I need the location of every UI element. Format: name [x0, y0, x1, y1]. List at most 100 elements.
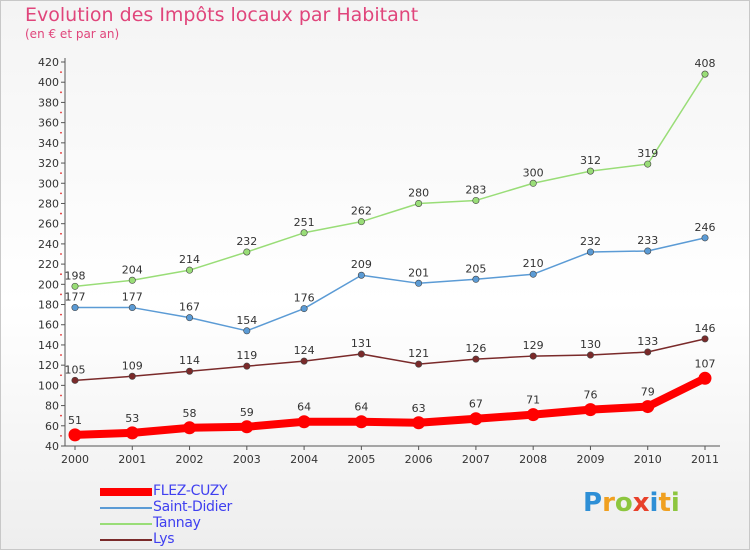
y-tick-label: 280: [38, 197, 59, 210]
data-point: [644, 247, 652, 255]
data-point: [243, 248, 251, 256]
y-tick-label: 400: [38, 76, 59, 89]
x-tick-label: 2007: [462, 453, 490, 466]
legend-swatch: [100, 507, 152, 509]
y-tick-label: 40: [45, 440, 59, 453]
series-line: [74, 338, 706, 382]
proxiti-logo: Proxiti: [583, 488, 680, 518]
data-point: [415, 360, 423, 368]
data-point: [357, 218, 365, 226]
data-point: [186, 314, 194, 322]
data-point: [701, 70, 709, 78]
data-label: 233: [637, 234, 658, 247]
data-point: [357, 271, 365, 279]
y-minor-tick: [60, 293, 62, 296]
y-tick-label: 100: [38, 379, 59, 392]
x-tick-label: 2008: [519, 453, 547, 466]
y-minor-tick: [60, 434, 62, 437]
data-point: [71, 376, 79, 384]
x-tick-label: 2001: [118, 453, 146, 466]
data-point: [586, 248, 594, 256]
data-label: 408: [695, 57, 716, 70]
data-label: 154: [236, 314, 257, 327]
data-label: 280: [408, 186, 429, 199]
legend-label: Lys: [153, 531, 175, 547]
x-tick-label: 2002: [176, 453, 204, 466]
y-minor-tick: [60, 172, 62, 175]
data-point: [529, 270, 537, 278]
data-label: 76: [583, 389, 597, 402]
data-label: 209: [351, 258, 372, 271]
data-label: 133: [637, 335, 658, 348]
data-point: [68, 428, 82, 442]
chart-title: Evolution des Impôts locaux par Habitant: [25, 4, 419, 26]
data-label: 51: [68, 414, 82, 427]
y-tick-label: 200: [38, 278, 59, 291]
data-point: [586, 351, 594, 359]
data-label: 109: [122, 359, 143, 372]
y-tick-label: 180: [38, 299, 59, 312]
legend-item: FLEZ-CUZY: [100, 483, 320, 500]
data-point: [529, 352, 537, 360]
data-label: 146: [695, 322, 716, 335]
y-minor-tick: [60, 394, 62, 397]
data-label: 312: [580, 154, 601, 167]
y-minor-tick: [60, 253, 62, 255]
legend-item: Lys: [100, 531, 320, 548]
data-point: [529, 179, 537, 187]
series-line: [74, 73, 706, 288]
data-point: [472, 275, 480, 283]
logo-letter: i: [649, 488, 659, 518]
data-point: [412, 416, 426, 430]
data-point: [125, 426, 139, 440]
data-label: 79: [641, 386, 655, 399]
data-point: [71, 304, 79, 312]
x-tick-label: 2003: [233, 453, 261, 466]
data-label: 246: [695, 221, 716, 234]
x-tick-label: 2010: [634, 453, 662, 466]
x-tick-label: 2005: [347, 453, 375, 466]
data-point: [297, 415, 311, 429]
data-label: 126: [465, 342, 486, 355]
data-label: 107: [695, 357, 716, 370]
y-tick-label: 300: [38, 177, 59, 190]
data-label: 251: [294, 216, 315, 229]
data-point: [357, 350, 365, 358]
data-label: 71: [526, 394, 540, 407]
data-label: 59: [240, 406, 254, 419]
series-line: [74, 237, 706, 332]
data-label: 64: [297, 401, 311, 414]
data-point: [472, 355, 480, 363]
data-point: [243, 362, 251, 370]
data-point: [698, 371, 712, 385]
data-label: 53: [125, 412, 139, 425]
data-label: 201: [408, 266, 429, 279]
y-tick-label: 240: [38, 238, 59, 251]
y-tick-label: 140: [38, 339, 59, 352]
data-label: 204: [122, 263, 143, 276]
data-point: [240, 420, 254, 434]
data-point: [472, 196, 480, 204]
y-minor-tick: [60, 91, 62, 94]
data-point: [128, 276, 136, 284]
y-tick-label: 380: [38, 96, 59, 109]
y-minor-tick: [60, 333, 62, 336]
logo-letter: t: [658, 488, 671, 518]
data-point: [128, 372, 136, 380]
data-point: [641, 400, 655, 414]
data-point: [586, 167, 594, 175]
data-label: 198: [65, 269, 86, 282]
legend: FLEZ-CUZY Saint-Didier Tannay Lys: [100, 483, 320, 548]
y-tick-label: 320: [38, 157, 59, 170]
y-tick-label: 60: [45, 420, 59, 433]
legend-swatch: [100, 539, 152, 541]
data-label: 176: [294, 292, 315, 305]
legend-swatch: [100, 488, 152, 496]
y-minor-tick: [60, 192, 62, 195]
data-label: 205: [465, 262, 486, 275]
y-minor-tick: [60, 152, 62, 154]
y-minor-tick: [60, 414, 62, 417]
y-minor-tick: [60, 131, 62, 134]
